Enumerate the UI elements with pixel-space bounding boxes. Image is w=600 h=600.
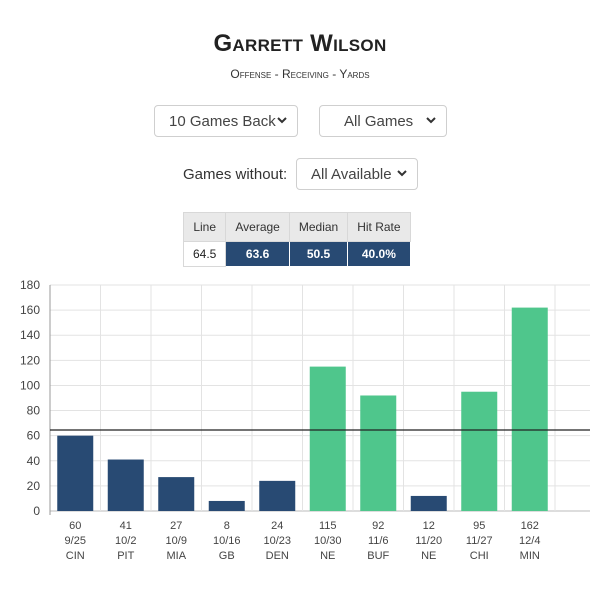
- game-date-label: 11/6: [368, 535, 389, 547]
- stats-table: Line Average Median Hit Rate 64.5 63.6 5…: [182, 212, 411, 267]
- game-date-label: 10/16: [213, 535, 241, 547]
- bar: [360, 395, 397, 511]
- y-tick-label: 100: [20, 378, 40, 392]
- bar-value-label: 162: [521, 520, 539, 532]
- game-date-label: 12/4: [519, 535, 540, 547]
- opponent-label: NE: [320, 550, 335, 562]
- bar: [309, 366, 346, 511]
- game-date-label: 9/25: [65, 535, 86, 547]
- chevron-down-icon: [397, 170, 407, 177]
- opponent-label: GB: [219, 550, 235, 562]
- y-tick-label: 120: [20, 353, 40, 367]
- median-value: 50.5: [288, 241, 349, 267]
- game-date-label: 10/9: [166, 535, 187, 547]
- bar-value-label: 95: [473, 520, 485, 532]
- bar-value-label: 60: [69, 520, 81, 532]
- line-header: Line: [182, 212, 227, 242]
- games-without-value: All Available: [311, 165, 392, 183]
- opponent-label: NE: [421, 550, 436, 562]
- line-value: 64.5: [182, 241, 227, 267]
- bar-chart: 0 20 40 60 80 100 120 140 160 180 60 9/25 CIN 41 10/2 P…: [20, 278, 590, 562]
- y-tick-label: 60: [27, 429, 41, 443]
- bar: [57, 435, 94, 511]
- opponent-label: DEN: [266, 550, 289, 562]
- opponent-label: MIN: [520, 550, 540, 562]
- game-type-value: All Games: [344, 112, 414, 130]
- game-date-label: 10/30: [314, 535, 342, 547]
- chevron-down-icon: [277, 117, 287, 124]
- bar-value-label: 12: [423, 520, 435, 532]
- y-tick-label: 160: [20, 303, 40, 317]
- stats-header-row: Line Average Median Hit Rate: [182, 212, 411, 242]
- game-date-label: 10/23: [263, 535, 291, 547]
- player-name: Garrett Wilson: [213, 30, 387, 57]
- stats-value-row: 64.5 63.6 50.5 40.0%: [182, 241, 411, 267]
- y-tick-label: 40: [27, 454, 41, 468]
- opponent-label: CIN: [66, 550, 85, 562]
- games-without-label: Games without:: [183, 166, 288, 183]
- bar-value-label: 115: [319, 520, 337, 532]
- bar: [107, 459, 144, 511]
- bar: [410, 495, 447, 511]
- game-date-label: 11/20: [415, 535, 442, 547]
- bar-value-label: 41: [120, 520, 132, 532]
- opponent-label: PIT: [117, 550, 134, 562]
- stat-category: Offense - Receiving - Yards: [230, 67, 370, 81]
- opponent-label: MIA: [166, 550, 186, 562]
- chevron-down-icon: [426, 117, 436, 124]
- bar-value-label: 24: [271, 520, 283, 532]
- bar: [259, 480, 296, 511]
- average-header: Average: [225, 212, 290, 242]
- bar-value-label: 8: [224, 520, 230, 532]
- game-type-select[interactable]: All Games: [319, 105, 447, 137]
- games-back-select[interactable]: 10 Games Back: [154, 105, 298, 137]
- y-tick-label: 180: [20, 278, 40, 292]
- bar-value-label: 27: [170, 520, 182, 532]
- y-tick-label: 80: [27, 404, 41, 418]
- bar: [208, 500, 245, 511]
- bar: [511, 307, 548, 511]
- bar: [158, 477, 195, 511]
- median-header: Median: [288, 212, 349, 242]
- bar-value-label: 92: [372, 520, 384, 532]
- y-tick-label: 0: [33, 504, 40, 518]
- opponent-label: BUF: [367, 550, 389, 562]
- y-tick-label: 140: [20, 328, 40, 342]
- game-date-label: 10/2: [115, 535, 136, 547]
- hit-rate-value: 40.0%: [347, 241, 411, 267]
- average-value: 63.6: [225, 241, 290, 267]
- games-without-select[interactable]: All Available: [296, 158, 418, 190]
- y-tick-label: 20: [27, 479, 41, 493]
- hit-rate-header: Hit Rate: [347, 212, 411, 242]
- game-date-label: 11/27: [466, 535, 493, 547]
- bar: [461, 391, 498, 511]
- opponent-label: CHI: [470, 550, 489, 562]
- games-back-value: 10 Games Back: [169, 112, 276, 130]
